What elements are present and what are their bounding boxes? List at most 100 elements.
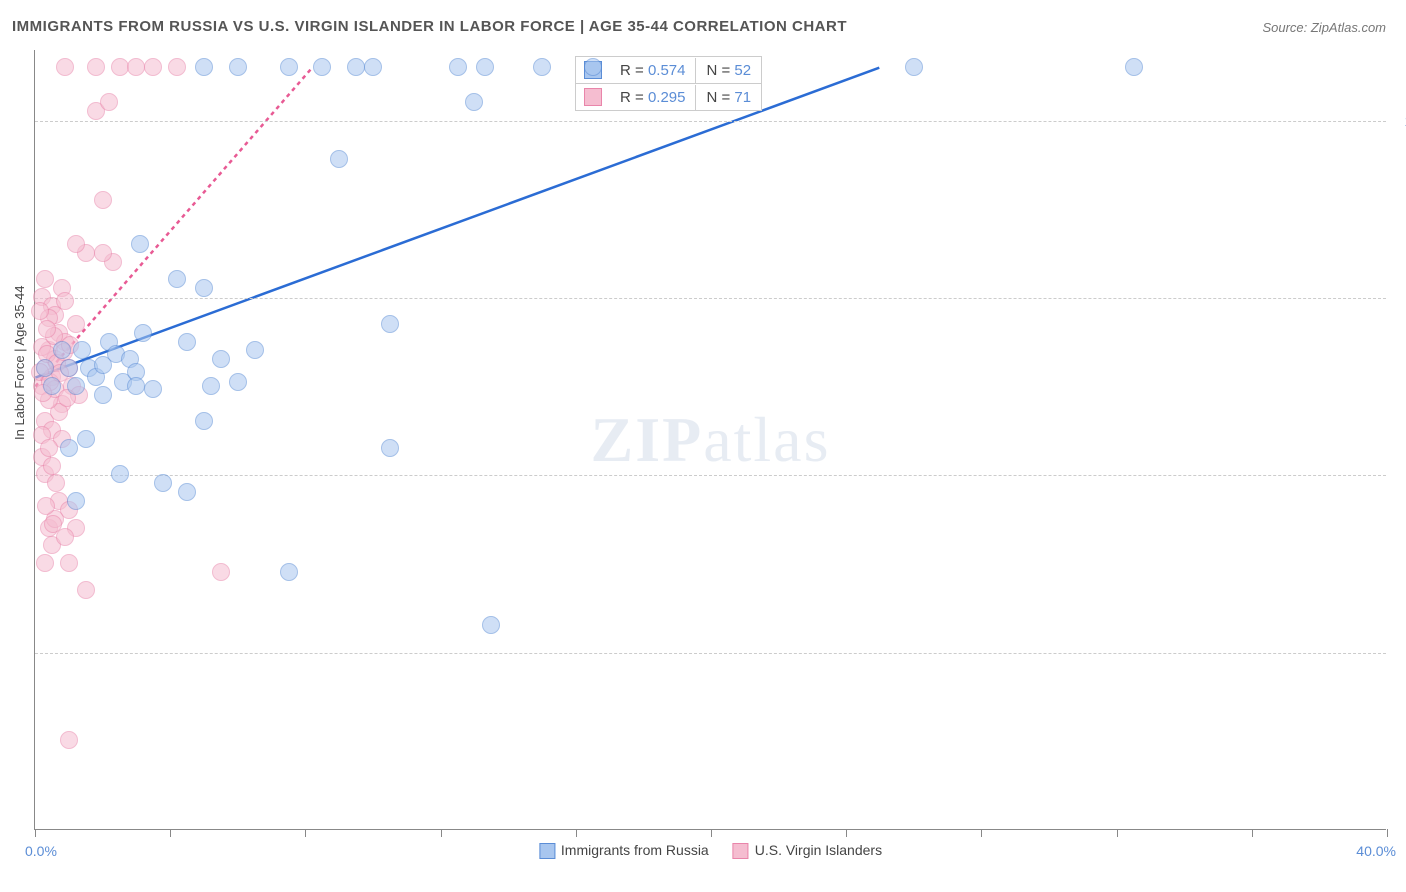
chart-plot-area: ZIPatlas R = 0.574N = 52R = 0.295N = 71 … — [34, 50, 1386, 830]
data-point — [36, 554, 54, 572]
x-axis-min-label: 0.0% — [25, 843, 57, 859]
data-point — [73, 341, 91, 359]
data-point — [381, 439, 399, 457]
data-point — [168, 58, 186, 76]
x-tick — [1252, 829, 1253, 837]
legend-swatch — [733, 843, 749, 859]
bottom-legend: Immigrants from Russia U.S. Virgin Island… — [539, 842, 882, 859]
data-point — [127, 377, 145, 395]
data-point — [31, 302, 49, 320]
data-point — [905, 58, 923, 76]
data-point — [202, 377, 220, 395]
data-point — [67, 492, 85, 510]
gridline — [35, 121, 1386, 122]
data-point — [131, 235, 149, 253]
data-point — [47, 474, 65, 492]
data-point — [168, 270, 186, 288]
y-axis-label: In Labor Force | Age 35-44 — [12, 286, 27, 440]
data-point — [195, 58, 213, 76]
data-point — [77, 581, 95, 599]
data-point — [178, 483, 196, 501]
data-point — [44, 515, 62, 533]
data-point — [87, 58, 105, 76]
data-point — [195, 279, 213, 297]
x-tick — [981, 829, 982, 837]
data-point — [36, 270, 54, 288]
x-tick — [305, 829, 306, 837]
data-point — [246, 341, 264, 359]
stats-row: R = 0.574N = 52 — [575, 56, 762, 84]
data-point — [53, 341, 71, 359]
data-point — [134, 324, 152, 342]
stats-r: R = 0.295 — [610, 85, 696, 110]
data-point — [37, 497, 55, 515]
data-point — [178, 333, 196, 351]
data-point — [94, 191, 112, 209]
x-tick — [1117, 829, 1118, 837]
watermark-zip: ZIP — [591, 404, 704, 475]
data-point — [67, 377, 85, 395]
data-point — [56, 58, 74, 76]
chart-title: IMMIGRANTS FROM RUSSIA VS U.S. VIRGIN IS… — [12, 18, 847, 35]
data-point — [1125, 58, 1143, 76]
data-point — [36, 359, 54, 377]
data-point — [449, 58, 467, 76]
data-point — [229, 373, 247, 391]
stats-swatch — [584, 88, 602, 106]
stats-n: N = 52 — [696, 58, 761, 83]
data-point — [144, 380, 162, 398]
data-point — [94, 386, 112, 404]
source-label: Source: ZipAtlas.com — [1262, 20, 1386, 35]
data-point — [381, 315, 399, 333]
data-point — [584, 58, 602, 76]
data-point — [229, 58, 247, 76]
legend-item: Immigrants from Russia — [539, 842, 709, 859]
trend-lines-layer — [35, 50, 1386, 829]
correlation-stats-box: R = 0.574N = 52R = 0.295N = 71 — [575, 56, 762, 110]
data-point — [111, 465, 129, 483]
data-point — [111, 58, 129, 76]
legend-item: U.S. Virgin Islanders — [733, 842, 882, 859]
data-point — [212, 563, 230, 581]
data-point — [280, 58, 298, 76]
data-point — [40, 439, 58, 457]
legend-swatch — [539, 843, 555, 859]
data-point — [476, 58, 494, 76]
data-point — [38, 320, 56, 338]
data-point — [347, 58, 365, 76]
data-point — [94, 244, 112, 262]
x-tick — [1387, 829, 1388, 837]
data-point — [280, 563, 298, 581]
data-point — [67, 235, 85, 253]
x-tick — [711, 829, 712, 837]
data-point — [60, 439, 78, 457]
data-point — [43, 377, 61, 395]
data-point — [154, 474, 172, 492]
data-point — [533, 58, 551, 76]
x-tick — [576, 829, 577, 837]
data-point — [60, 731, 78, 749]
x-tick — [170, 829, 171, 837]
watermark-atlas: atlas — [703, 404, 830, 475]
data-point — [77, 430, 95, 448]
gridline — [35, 298, 1386, 299]
watermark: ZIPatlas — [591, 403, 831, 477]
stats-r: R = 0.574 — [610, 58, 696, 83]
data-point — [100, 93, 118, 111]
trend-line — [35, 68, 879, 378]
data-point — [195, 412, 213, 430]
x-tick — [35, 829, 36, 837]
data-point — [127, 58, 145, 76]
data-point — [313, 58, 331, 76]
gridline — [35, 653, 1386, 654]
stats-row: R = 0.295N = 71 — [575, 83, 762, 111]
data-point — [67, 315, 85, 333]
data-point — [60, 359, 78, 377]
x-axis-max-label: 40.0% — [1356, 843, 1396, 859]
data-point — [482, 616, 500, 634]
data-point — [364, 58, 382, 76]
x-tick — [441, 829, 442, 837]
data-point — [330, 150, 348, 168]
x-tick — [846, 829, 847, 837]
data-point — [60, 554, 78, 572]
